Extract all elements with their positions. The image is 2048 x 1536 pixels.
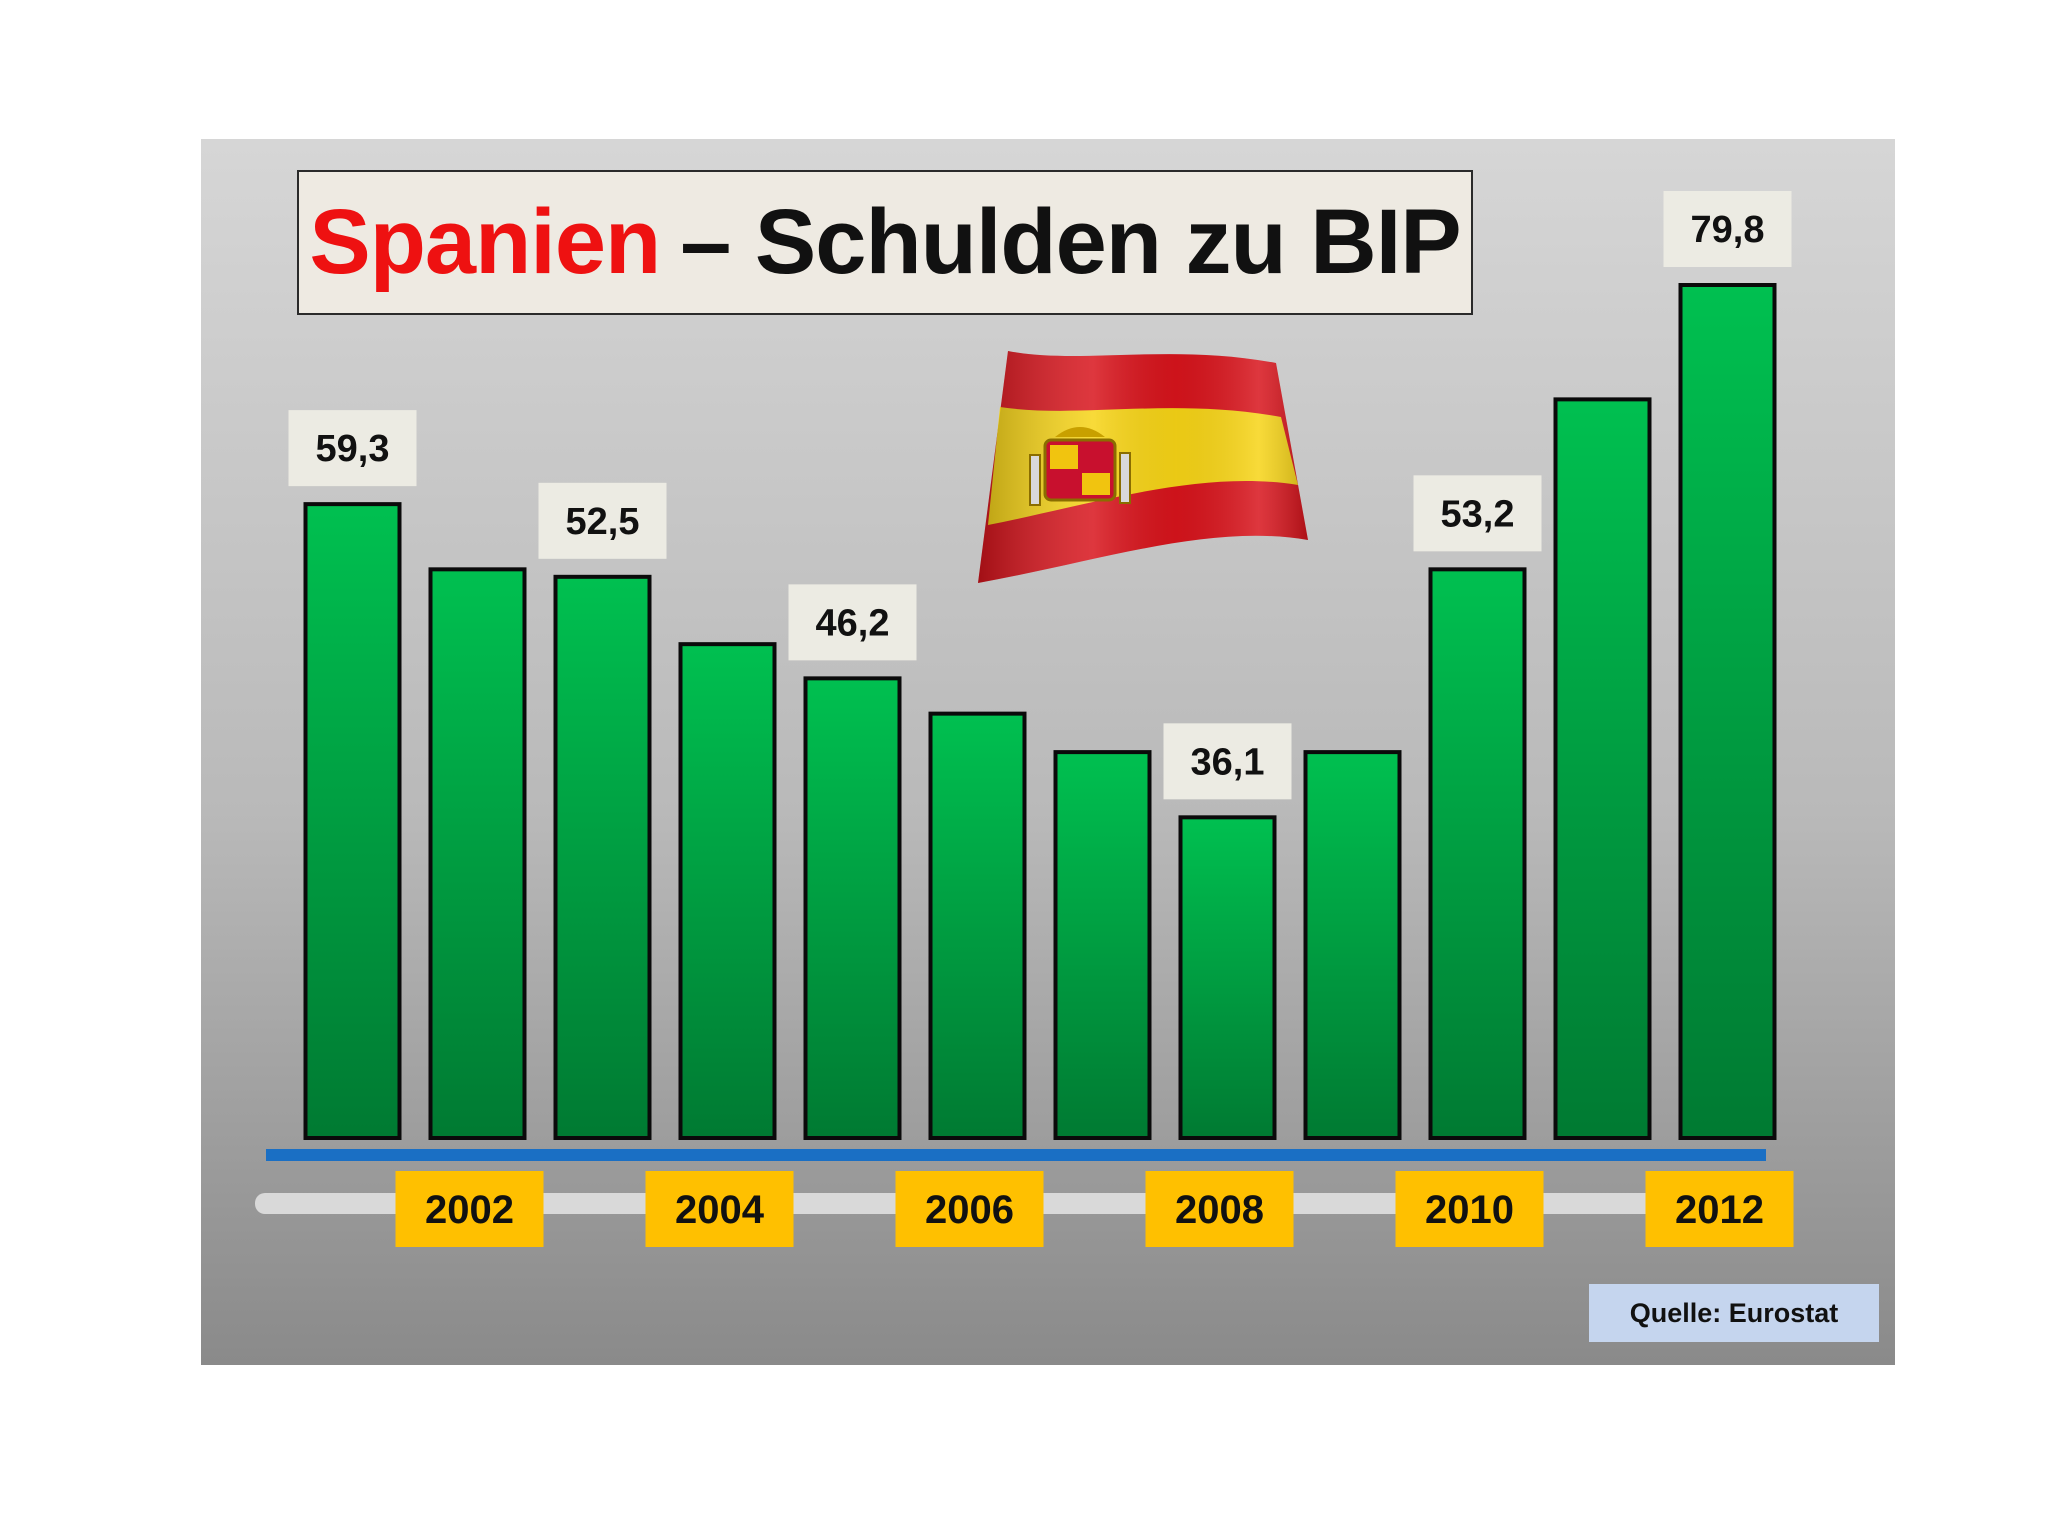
value-label-2010: 53,2 xyxy=(1441,493,1515,535)
bar-2001 xyxy=(303,502,402,1140)
year-label-box-2010 xyxy=(1395,1171,1544,1247)
year-label-2010: 2010 xyxy=(1425,1188,1514,1232)
year-label-box-2012 xyxy=(1645,1171,1794,1247)
bar-2008 xyxy=(1178,815,1277,1140)
bar-2011 xyxy=(1553,397,1652,1140)
value-label-2001: 59,3 xyxy=(316,428,390,470)
value-label-2012: 79,8 xyxy=(1691,209,1765,251)
title-country: Spanien xyxy=(309,191,661,293)
value-label-box-2008 xyxy=(1163,723,1292,800)
year-label-box-2004 xyxy=(645,1171,794,1247)
source-label: Quelle: Eurostat xyxy=(1589,1284,1879,1342)
value-label-box-2003 xyxy=(538,482,667,559)
bar-2012 xyxy=(1678,283,1777,1140)
bar-2010 xyxy=(1428,567,1527,1140)
year-label-2012: 2012 xyxy=(1675,1188,1764,1232)
x-axis-baseline xyxy=(266,1149,1766,1161)
year-label-box-2006 xyxy=(895,1171,1044,1247)
year-label-box-2008 xyxy=(1145,1171,1294,1247)
bar-2005 xyxy=(803,676,902,1140)
value-label-box-2012 xyxy=(1663,191,1792,267)
bar-2006 xyxy=(928,711,1027,1140)
bar-2003 xyxy=(553,574,652,1140)
value-label-2008: 36,1 xyxy=(1191,741,1265,783)
year-label-2006: 2006 xyxy=(925,1188,1014,1232)
year-label-2002: 2002 xyxy=(425,1188,514,1232)
value-label-2005: 46,2 xyxy=(816,602,890,644)
value-label-box-2005 xyxy=(788,584,917,661)
bar-2002 xyxy=(428,567,527,1140)
spain-flag-icon xyxy=(978,351,1308,583)
bar-2007 xyxy=(1053,750,1152,1140)
value-label-box-2001 xyxy=(288,410,417,487)
bar-2004 xyxy=(678,642,777,1140)
value-label-2003: 52,5 xyxy=(566,501,640,543)
chart-title: Spanien – Schulden zu BIP xyxy=(297,170,1473,315)
year-label-2008: 2008 xyxy=(1175,1188,1264,1232)
year-label-box-2002 xyxy=(395,1171,544,1247)
coat-of-arms-icon xyxy=(1029,427,1131,506)
title-rest: – Schulden zu BIP xyxy=(680,191,1461,293)
value-label-box-2010 xyxy=(1413,475,1542,552)
year-label-2004: 2004 xyxy=(675,1188,765,1232)
bar-2009 xyxy=(1303,750,1402,1140)
